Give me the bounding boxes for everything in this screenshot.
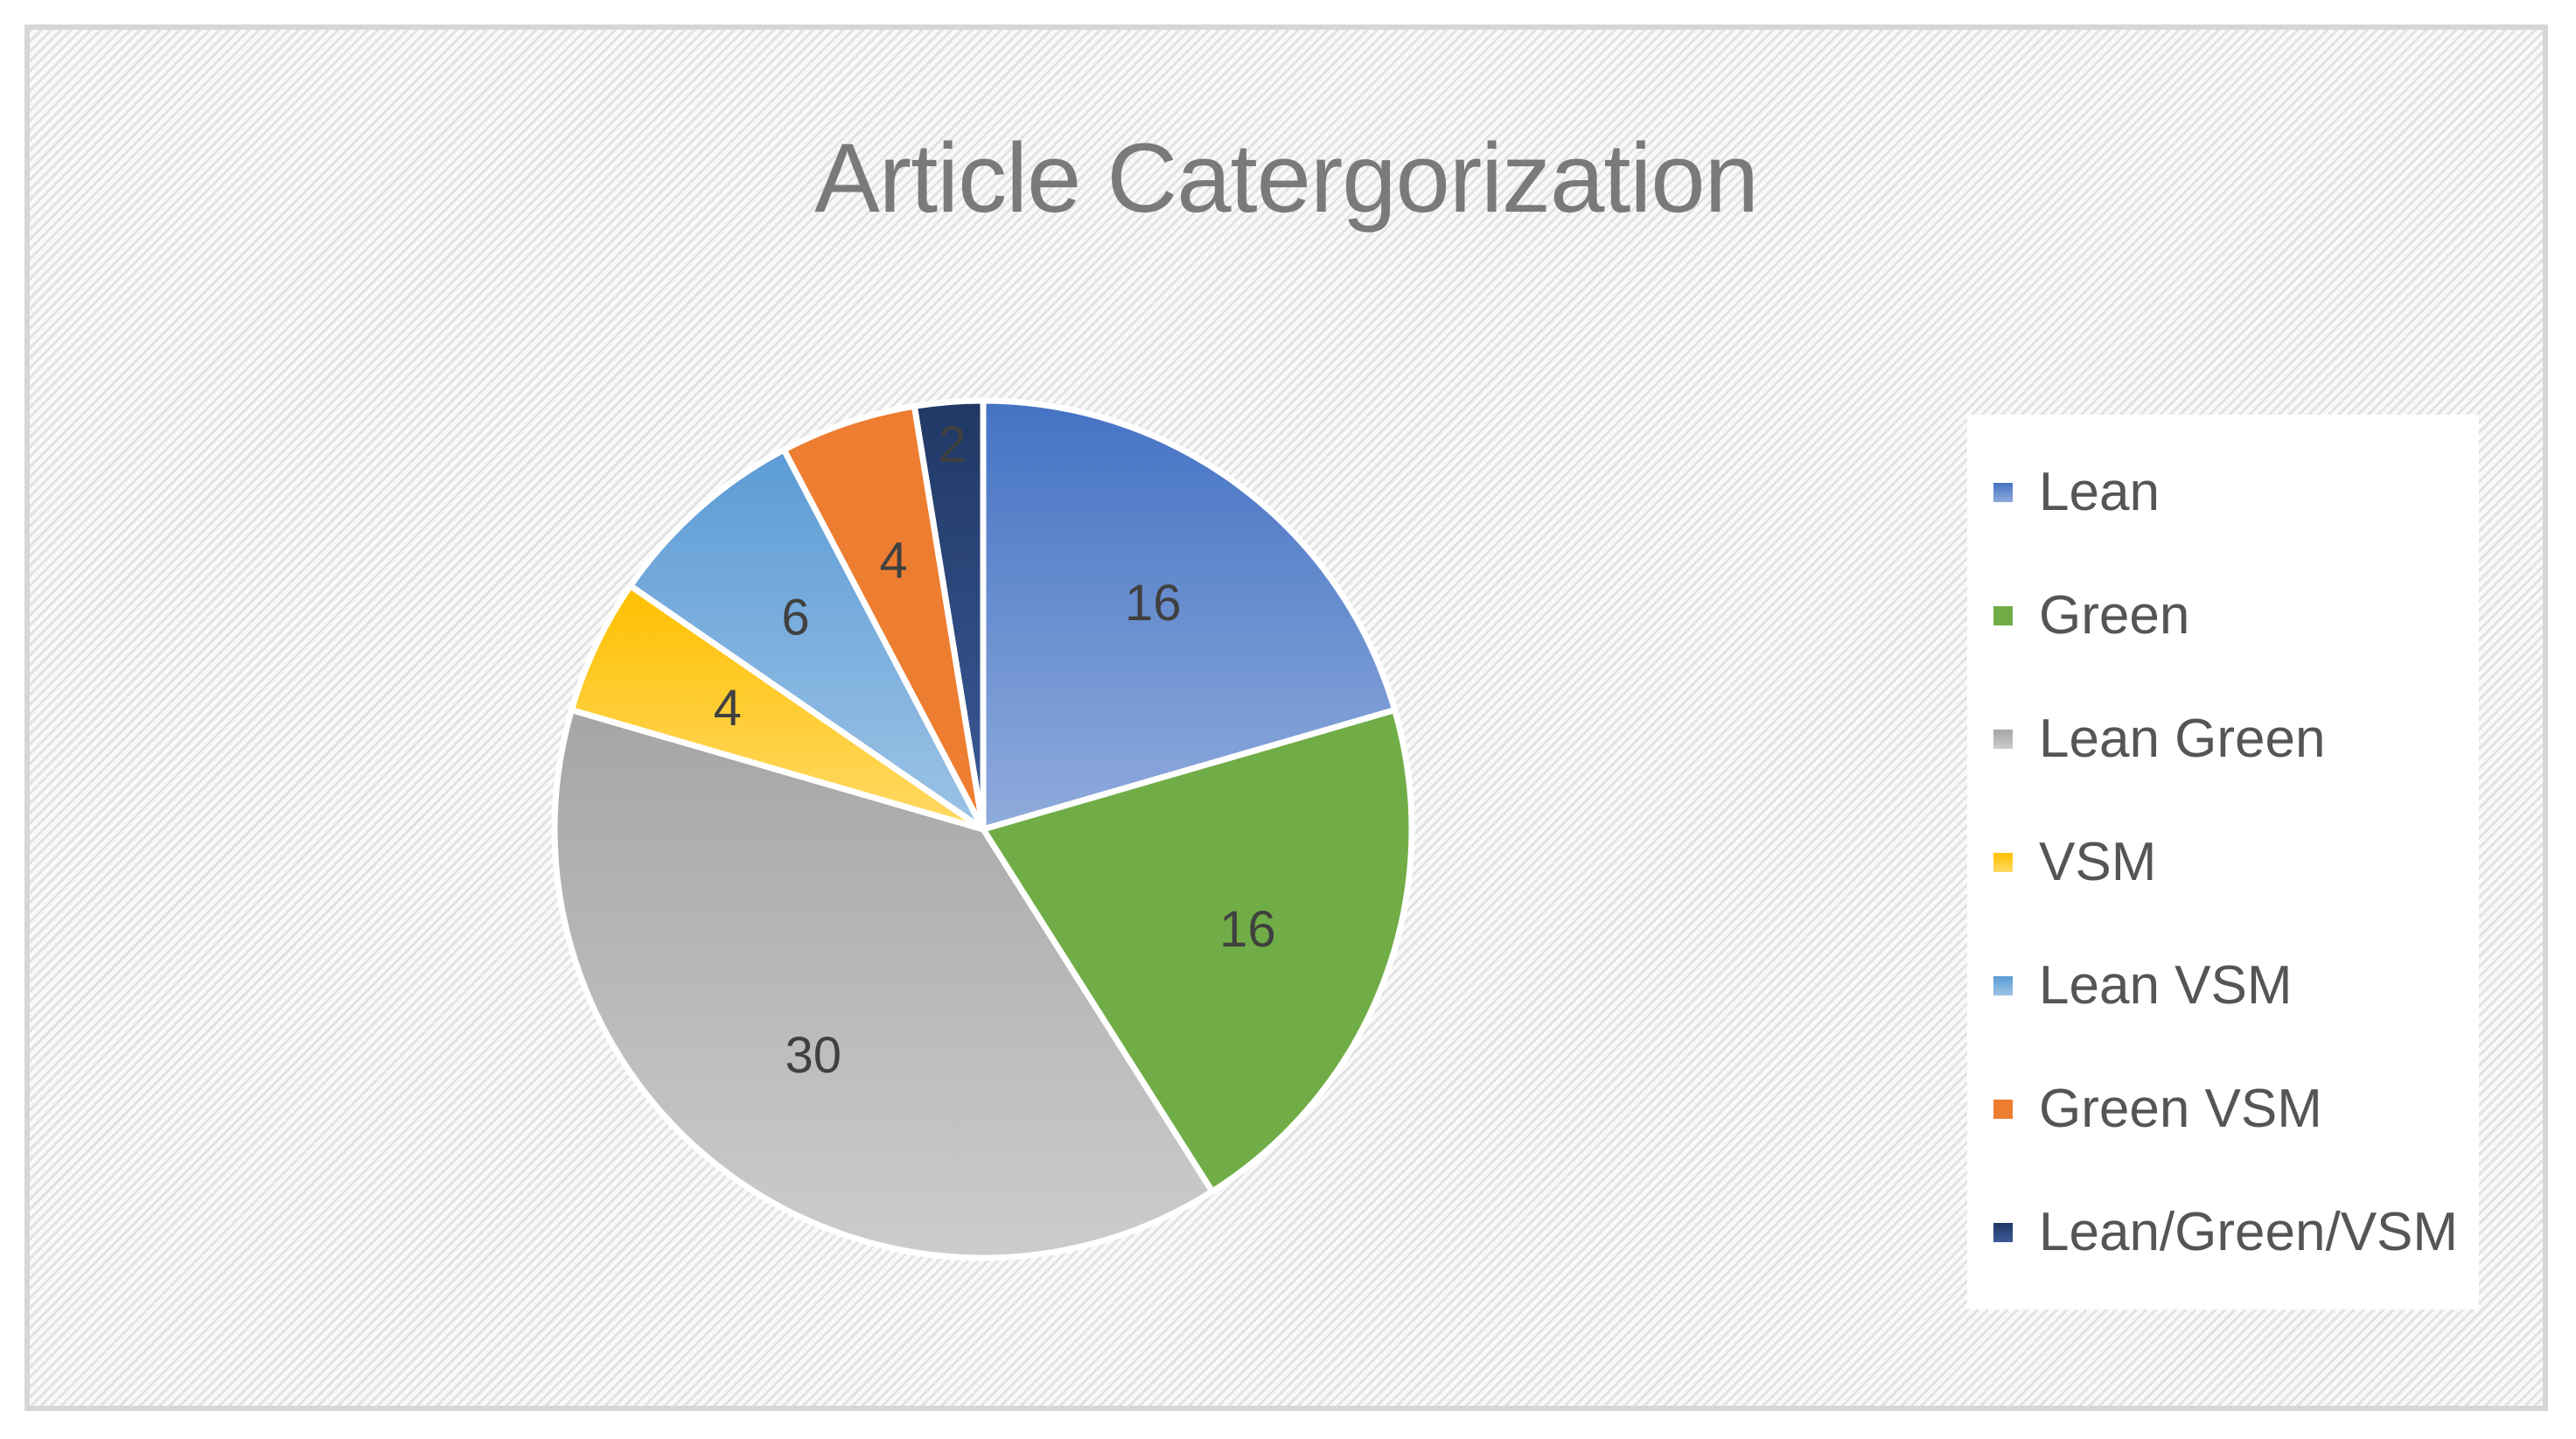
legend-label: Lean — [2039, 462, 2160, 522]
legend-item-green-vsm: Green VSM — [1993, 1047, 2458, 1170]
legend-label: Green VSM — [2039, 1079, 2322, 1139]
legend-label: Green — [2039, 585, 2190, 646]
legend-label: Lean VSM — [2039, 955, 2293, 1016]
legend-label: Lean Green — [2039, 709, 2326, 769]
legend-item-lean: Lean — [1993, 430, 2458, 554]
legend-swatch — [1993, 852, 2013, 872]
legend-item-lean-vsm: Lean VSM — [1993, 924, 2458, 1047]
legend: Lean Green Lean Green VSM Lean VSM Green VSM L… — [1967, 415, 2480, 1310]
legend-swatch — [1993, 482, 2013, 502]
legend-item-green: Green — [1993, 554, 2458, 677]
legend-swatch — [1993, 975, 2013, 995]
legend-item-vsm: VSM — [1993, 800, 2458, 924]
data-label-green-vsm: 4 — [879, 533, 907, 590]
pie-slice-lean-green-vsm — [911, 397, 987, 833]
legend-swatch — [1993, 605, 2013, 625]
chart-title: Article Catergorization — [814, 123, 1759, 233]
legend-label: Lean/Green/VSM — [2039, 1202, 2459, 1262]
pie-slice-lean-vsm — [627, 446, 987, 833]
data-label-vsm: 4 — [714, 680, 742, 737]
chart-area: Article Catergorization 16 16 30 4 6 4 2 Lean G… — [24, 24, 2548, 1411]
legend-item-lean-green-vsm: Lean/Green/VSM — [1993, 1170, 2458, 1294]
data-label-lean: 16 — [1125, 575, 1182, 632]
pie-slice-lean-green — [551, 707, 1216, 1261]
data-label-lean-vsm: 6 — [781, 589, 809, 646]
data-label-lean-green-vsm: 2 — [938, 416, 966, 473]
legend-item-lean-green: Lean Green — [1993, 677, 2458, 800]
legend-swatch — [1993, 729, 2013, 749]
legend-label: VSM — [2039, 832, 2157, 892]
data-label-lean-green: 30 — [785, 1027, 841, 1084]
legend-swatch — [1993, 1222, 2013, 1242]
pie-slice-green — [980, 707, 1415, 1195]
legend-swatch — [1993, 1099, 2013, 1119]
data-label-green: 16 — [1219, 901, 1276, 958]
pie-slice-lean — [980, 397, 1399, 833]
